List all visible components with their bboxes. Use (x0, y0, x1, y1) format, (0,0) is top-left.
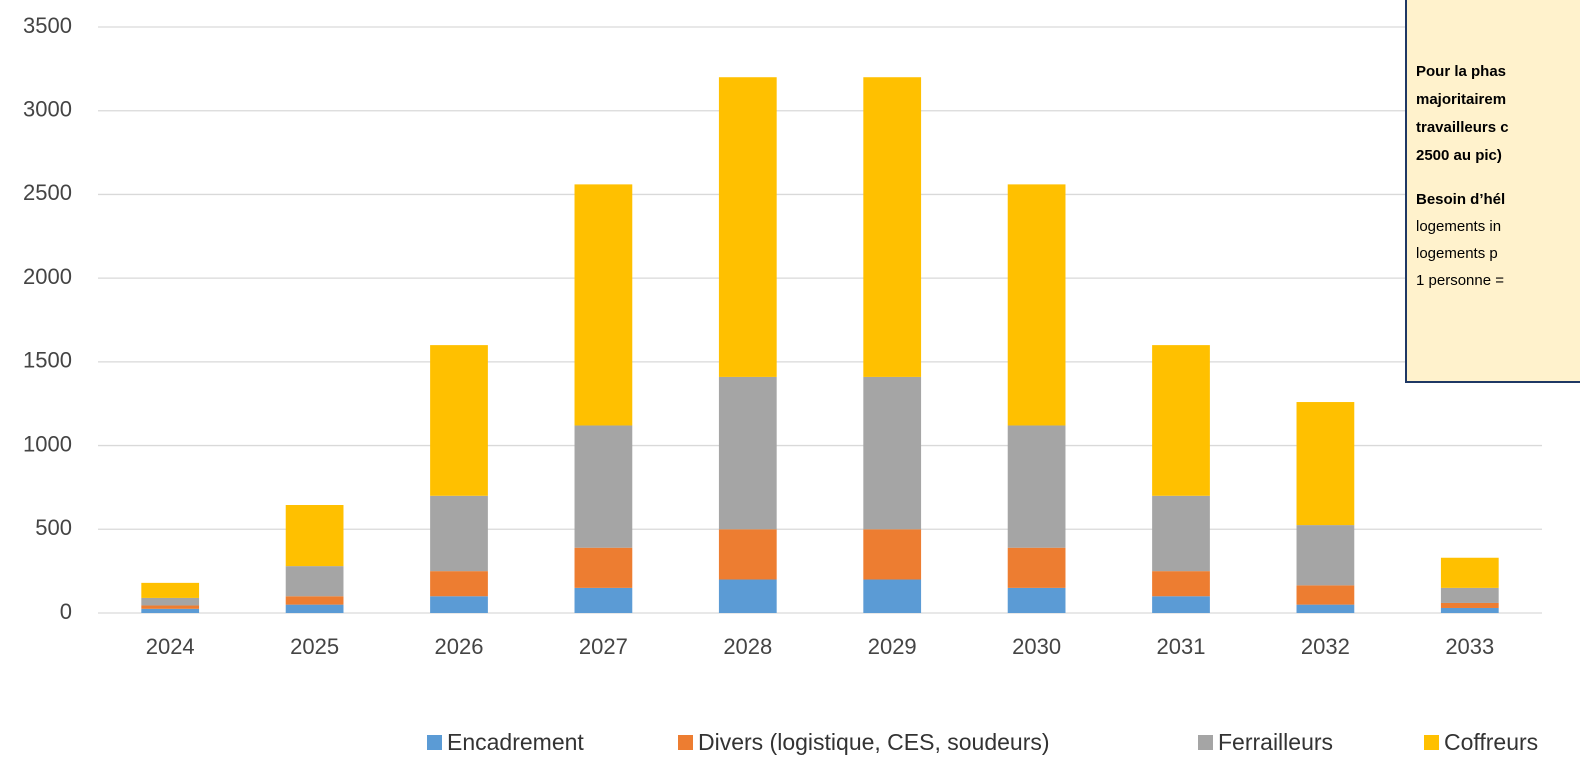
bar-segment (141, 597, 200, 606)
legend-swatch (1424, 735, 1439, 750)
x-tick-label: 2024 (146, 634, 195, 659)
y-tick-label: 2500 (23, 180, 72, 205)
annotation-line: Pour la phas (1416, 63, 1506, 80)
bar-segment (718, 376, 777, 530)
annotation-line: logements in (1416, 218, 1501, 235)
y-tick-label: 0 (60, 599, 72, 624)
bar-segment (1296, 585, 1355, 605)
bar-segment (718, 579, 777, 613)
legend-swatch (1198, 735, 1213, 750)
annotation-line: travailleurs c (1416, 119, 1509, 136)
x-tick-label: 2026 (435, 634, 484, 659)
bar-segment (430, 596, 488, 613)
x-tick-label: 2030 (1012, 634, 1061, 659)
bar-segment (141, 582, 200, 598)
bar-segment (574, 425, 633, 548)
y-tick-label: 3500 (23, 13, 72, 38)
bar-segment (1152, 345, 1210, 496)
legend-swatch (427, 735, 442, 750)
x-tick-label: 2032 (1301, 634, 1350, 659)
bar-segment (863, 579, 922, 613)
bar-segment (1440, 602, 1499, 608)
bar-segment (1440, 607, 1499, 613)
bar-segment (1440, 557, 1499, 588)
bar-segment (718, 529, 777, 580)
bar-segment (430, 571, 488, 597)
bar-segment (863, 376, 922, 530)
bar-segment (1152, 596, 1210, 613)
x-tick-label: 2025 (290, 634, 339, 659)
bar-segment (430, 495, 488, 572)
bar-segment (1007, 184, 1066, 426)
annotation-line: logements p (1416, 245, 1498, 262)
bar-segment (863, 77, 922, 377)
bar-segment (141, 605, 200, 609)
bar-segment (863, 529, 922, 580)
legend-label: Coffreurs (1444, 729, 1538, 755)
y-tick-label: 2000 (23, 264, 72, 289)
annotation-box: Pour la phas majoritairem travailleurs c… (1405, 0, 1580, 383)
annotation-frame (1405, 0, 1580, 383)
x-tick-label: 2033 (1445, 634, 1494, 659)
bar-segment (1152, 495, 1210, 572)
legend-label: Divers (logistique, CES, soudeurs) (698, 729, 1050, 755)
annotation-line: 1 personne = (1416, 272, 1504, 289)
bar-segment (1007, 587, 1066, 613)
bar-segment (1296, 402, 1355, 526)
bar-segment (1296, 604, 1355, 613)
bar-segment (1007, 547, 1066, 588)
bar-segment (1152, 571, 1210, 597)
annotation-line: Besoin d’hél (1416, 191, 1505, 208)
annotation-line: majoritairem (1416, 91, 1506, 108)
y-tick-label: 500 (35, 515, 72, 540)
bar-segment (285, 566, 344, 597)
bar-segment (285, 604, 344, 613)
x-tick-label: 2029 (868, 634, 917, 659)
y-tick-label: 3000 (23, 97, 72, 122)
bar-segment (285, 596, 344, 605)
legend-swatch (678, 735, 693, 750)
y-tick-label: 1500 (23, 348, 72, 373)
x-tick-label: 2027 (579, 634, 628, 659)
bar-segment (718, 77, 777, 377)
bar-segment (1440, 587, 1499, 603)
bar-segment (574, 184, 633, 426)
bar-segment (574, 547, 633, 588)
bar-segment (574, 587, 633, 613)
y-tick-label: 1000 (23, 431, 72, 456)
legend-label: Encadrement (447, 729, 584, 755)
legend-label: Ferrailleurs (1218, 729, 1333, 755)
bar-segment (285, 505, 344, 567)
x-tick-label: 2028 (723, 634, 772, 659)
bar-segment (1296, 525, 1355, 586)
x-tick-label: 2031 (1157, 634, 1206, 659)
bar-segment (1007, 425, 1066, 548)
bar-segment (430, 345, 488, 496)
annotation-line: 2500 au pic) (1416, 147, 1502, 164)
bar-segment (141, 608, 200, 613)
